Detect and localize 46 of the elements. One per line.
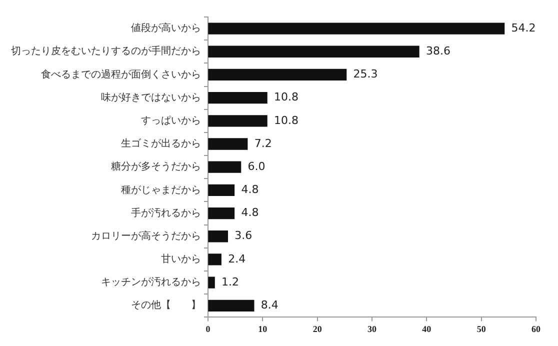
x-tick-label: 50 bbox=[476, 324, 486, 334]
bar bbox=[208, 230, 228, 242]
y-tick-label: 甘いから bbox=[161, 253, 201, 266]
x-tick-label: 40 bbox=[422, 324, 432, 334]
data-label: 1.2 bbox=[222, 275, 240, 288]
bar bbox=[208, 207, 235, 220]
y-tick-label: 味が好きではないから bbox=[101, 91, 201, 104]
y-tick-label: 値段が高いから bbox=[131, 22, 201, 34]
y-tick-label: すっぱいから bbox=[141, 116, 201, 127]
y-tick-label: カロリーが高そうだから bbox=[91, 230, 201, 242]
y-tick-label: 種がじゃまだから bbox=[121, 184, 201, 196]
x-tick-label: 60 bbox=[532, 324, 541, 334]
bar bbox=[208, 115, 268, 127]
data-label: 38.6 bbox=[426, 44, 451, 58]
data-label: 8.4 bbox=[260, 298, 278, 312]
data-label: 7.2 bbox=[254, 136, 272, 150]
x-tick-label: 30 bbox=[368, 324, 377, 334]
data-label: 10.8 bbox=[274, 90, 299, 104]
bar bbox=[208, 300, 254, 312]
bar bbox=[208, 161, 242, 173]
y-tick-label: 生ゴミが出るから bbox=[121, 138, 201, 150]
y-tick-label: 糖分が多そうだから bbox=[111, 160, 201, 173]
bar bbox=[208, 46, 420, 58]
x-tick-label: 0 bbox=[206, 324, 211, 334]
bar bbox=[208, 276, 215, 288]
bar bbox=[208, 68, 347, 81]
bar bbox=[208, 92, 268, 104]
y-tick-label: 切ったり皮をむいたりするのが手間だから bbox=[11, 45, 201, 58]
data-label: 54.2 bbox=[511, 21, 536, 34]
y-tick-label: 食べるまでの過程が面倒くさいから bbox=[41, 68, 201, 80]
data-label: 25.3 bbox=[353, 68, 378, 81]
x-tick-label: 20 bbox=[312, 324, 322, 334]
data-label: 2.4 bbox=[228, 252, 246, 266]
data-label: 4.8 bbox=[241, 206, 259, 220]
bar bbox=[208, 22, 505, 34]
data-label: 6.0 bbox=[248, 160, 266, 173]
y-tick-label: キッチンが汚れるから bbox=[101, 276, 201, 288]
y-tick-label: 手が汚れるから bbox=[131, 206, 201, 219]
y-tick-label: その他【 】 bbox=[131, 299, 201, 312]
data-label: 4.8 bbox=[241, 183, 259, 196]
bar bbox=[208, 184, 235, 196]
bar bbox=[208, 138, 248, 150]
x-tick-label: 10 bbox=[258, 324, 268, 334]
data-label: 10.8 bbox=[274, 114, 299, 127]
data-label: 3.6 bbox=[234, 229, 252, 242]
bar bbox=[208, 254, 222, 266]
